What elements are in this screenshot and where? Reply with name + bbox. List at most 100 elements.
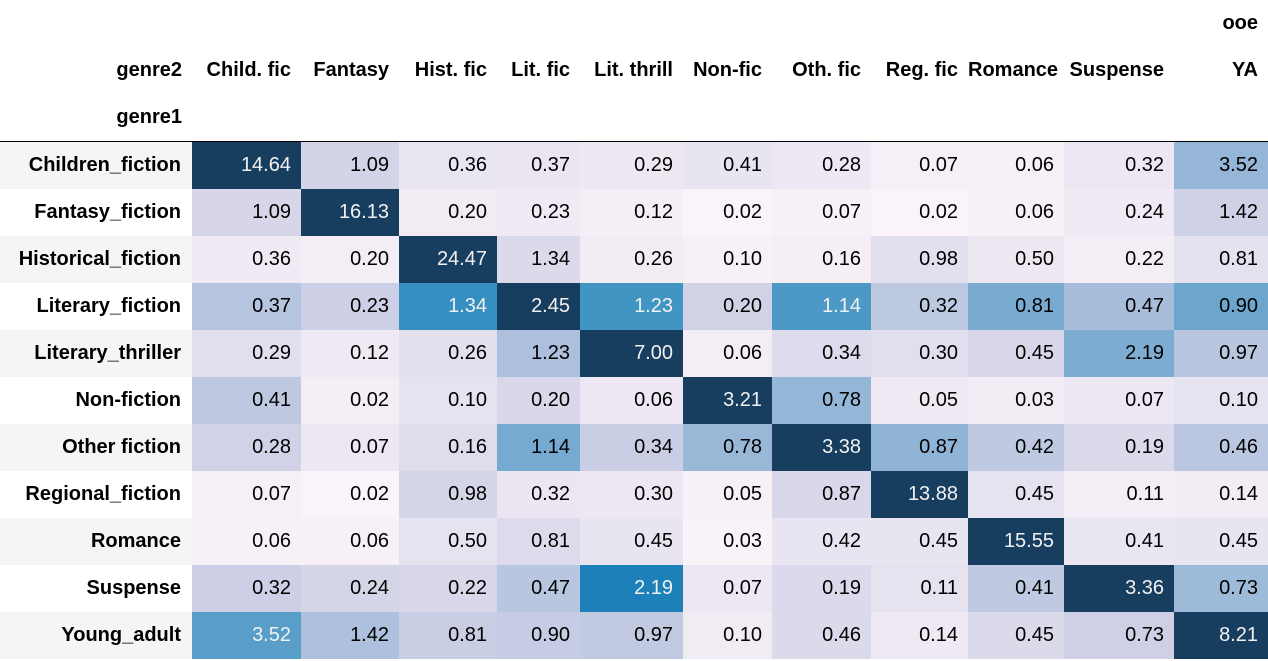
column-header-row: genre2 Child. fic Fantasy Hist. fic Lit. fi… xyxy=(0,47,1268,94)
heatmap-cell: 2.19 xyxy=(1064,329,1174,377)
heatmap-cell: 0.32 xyxy=(192,564,301,612)
heatmap-cell: 0.16 xyxy=(772,235,871,283)
heatmap-cell: 0.45 xyxy=(580,517,683,565)
table-row: Other fiction 0.28 0.07 0.16 1.14 0.34 0.78 3.3… xyxy=(0,423,1268,471)
heatmap-cell: 0.87 xyxy=(871,423,968,471)
heatmap-cell: 0.98 xyxy=(399,470,497,518)
heatmap-cell: 0.07 xyxy=(192,470,301,518)
heatmap-body: Children_fiction 14.64 1.09 0.36 0.37 0.29 0.4… xyxy=(0,141,1268,659)
heatmap-cell: 0.19 xyxy=(772,564,871,612)
heatmap-cell: 0.34 xyxy=(580,423,683,471)
table-row: Fantasy_fiction 1.09 16.13 0.20 0.23 0.12 0.02… xyxy=(0,188,1268,236)
header-blank-span xyxy=(192,94,1268,142)
heatmap-cell: 0.36 xyxy=(192,235,301,283)
row-header: Literary_thriller xyxy=(0,329,192,377)
heatmap-cell: 0.47 xyxy=(497,564,580,612)
header-blank-cell xyxy=(968,0,1064,47)
heatmap-cell: 0.78 xyxy=(772,376,871,424)
heatmap-cell: 0.73 xyxy=(1064,611,1174,659)
heatmap-cell: 0.20 xyxy=(497,376,580,424)
heatmap-cell: 0.45 xyxy=(1174,517,1268,565)
heatmap-cell: 0.07 xyxy=(772,188,871,236)
heatmap-cell: 0.29 xyxy=(580,141,683,189)
heatmap-cell: 1.14 xyxy=(772,282,871,330)
heatmap-cell: 0.12 xyxy=(580,188,683,236)
table-row: Historical_fiction 0.36 0.20 24.47 1.34 0.26 0… xyxy=(0,235,1268,283)
column-header: Child. fic xyxy=(192,47,301,94)
heatmap-cell: 16.13 xyxy=(301,188,399,236)
header-blank-cell xyxy=(772,0,871,47)
column-header: Lit. thrill xyxy=(580,47,683,94)
heatmap-cell: 1.42 xyxy=(301,611,399,659)
heatmap-cell: 0.10 xyxy=(683,235,772,283)
heatmap-cell: 0.28 xyxy=(772,141,871,189)
heatmap-cell: 0.22 xyxy=(399,564,497,612)
heatmap-cell: 0.12 xyxy=(301,329,399,377)
heatmap-cell: 0.45 xyxy=(968,611,1064,659)
heatmap-cell: 0.34 xyxy=(772,329,871,377)
heatmap-cell: 0.45 xyxy=(968,329,1064,377)
header-blank-cell xyxy=(0,0,192,47)
heatmap-cell: 0.41 xyxy=(192,376,301,424)
table-row: Young_adult 3.52 1.42 0.81 0.90 0.97 0.10 0.46 0… xyxy=(0,611,1268,659)
heatmap-cell: 3.36 xyxy=(1064,564,1174,612)
heatmap-cell: 3.38 xyxy=(772,423,871,471)
table-row: Romance 0.06 0.06 0.50 0.81 0.45 0.03 0.42 0.45 1… xyxy=(0,517,1268,565)
row-header: Fantasy_fiction xyxy=(0,188,192,236)
heatmap-cell: 8.21 xyxy=(1174,611,1268,659)
header-blank-cell xyxy=(683,0,772,47)
header-blank-cell xyxy=(497,0,580,47)
row-axis-label: genre1 xyxy=(0,94,192,142)
heatmap-cell: 0.78 xyxy=(683,423,772,471)
heatmap-cell: 0.36 xyxy=(399,141,497,189)
heatmap-cell: 0.41 xyxy=(683,141,772,189)
heatmap-cell: 3.21 xyxy=(683,376,772,424)
row-header: Young_adult xyxy=(0,611,192,659)
heatmap-cell: 1.34 xyxy=(497,235,580,283)
heatmap-cell: 0.81 xyxy=(968,282,1064,330)
heatmap-cell: 0.90 xyxy=(1174,282,1268,330)
header-blank-cell xyxy=(301,0,399,47)
heatmap-cell: 0.11 xyxy=(871,564,968,612)
table-row: Suspense 0.32 0.24 0.22 0.47 2.19 0.07 0.19 0.11… xyxy=(0,564,1268,612)
heatmap-cell: 2.45 xyxy=(497,282,580,330)
heatmap-cell: 0.02 xyxy=(871,188,968,236)
heatmap-cell: 1.14 xyxy=(497,423,580,471)
heatmap-cell: 0.11 xyxy=(1064,470,1174,518)
heatmap-cell: 0.81 xyxy=(497,517,580,565)
heatmap-cell: 0.41 xyxy=(1064,517,1174,565)
header-blank-cell xyxy=(399,0,497,47)
heatmap-cell: 0.30 xyxy=(871,329,968,377)
heatmap-cell: 15.55 xyxy=(968,517,1064,565)
heatmap-cell: 0.32 xyxy=(871,282,968,330)
heatmap-cell: 0.81 xyxy=(399,611,497,659)
heatmap-cell: 0.28 xyxy=(192,423,301,471)
heatmap-cell: 3.52 xyxy=(1174,141,1268,189)
heatmap-cell: 0.05 xyxy=(683,470,772,518)
heatmap-cell: 0.03 xyxy=(968,376,1064,424)
heatmap-cell: 0.32 xyxy=(1064,141,1174,189)
heatmap-cell: 0.50 xyxy=(399,517,497,565)
column-axis-label: genre2 xyxy=(0,47,192,94)
table-row: Children_fiction 14.64 1.09 0.36 0.37 0.29 0.4… xyxy=(0,141,1268,189)
heatmap-cell: 0.30 xyxy=(580,470,683,518)
heatmap-cell: 0.07 xyxy=(683,564,772,612)
heatmap-cell: 1.09 xyxy=(301,141,399,189)
heatmap-cell: 0.26 xyxy=(580,235,683,283)
column-header: Romance xyxy=(968,47,1064,94)
heatmap-cell: 14.64 xyxy=(192,141,301,189)
heatmap-cell: 0.26 xyxy=(399,329,497,377)
heatmap-cell: 0.46 xyxy=(772,611,871,659)
heatmap-cell: 0.05 xyxy=(871,376,968,424)
header-blank-cell xyxy=(192,0,301,47)
heatmap-cell: 0.20 xyxy=(683,282,772,330)
heatmap-cell: 0.06 xyxy=(968,188,1064,236)
heatmap-cell: 0.37 xyxy=(497,141,580,189)
header-blank-cell xyxy=(871,0,968,47)
heatmap-cell: 0.81 xyxy=(1174,235,1268,283)
column-header: Suspense xyxy=(1064,47,1174,94)
heatmap-cell: 0.14 xyxy=(1174,470,1268,518)
column-header: Lit. fic xyxy=(497,47,580,94)
heatmap-cell: 0.02 xyxy=(301,470,399,518)
